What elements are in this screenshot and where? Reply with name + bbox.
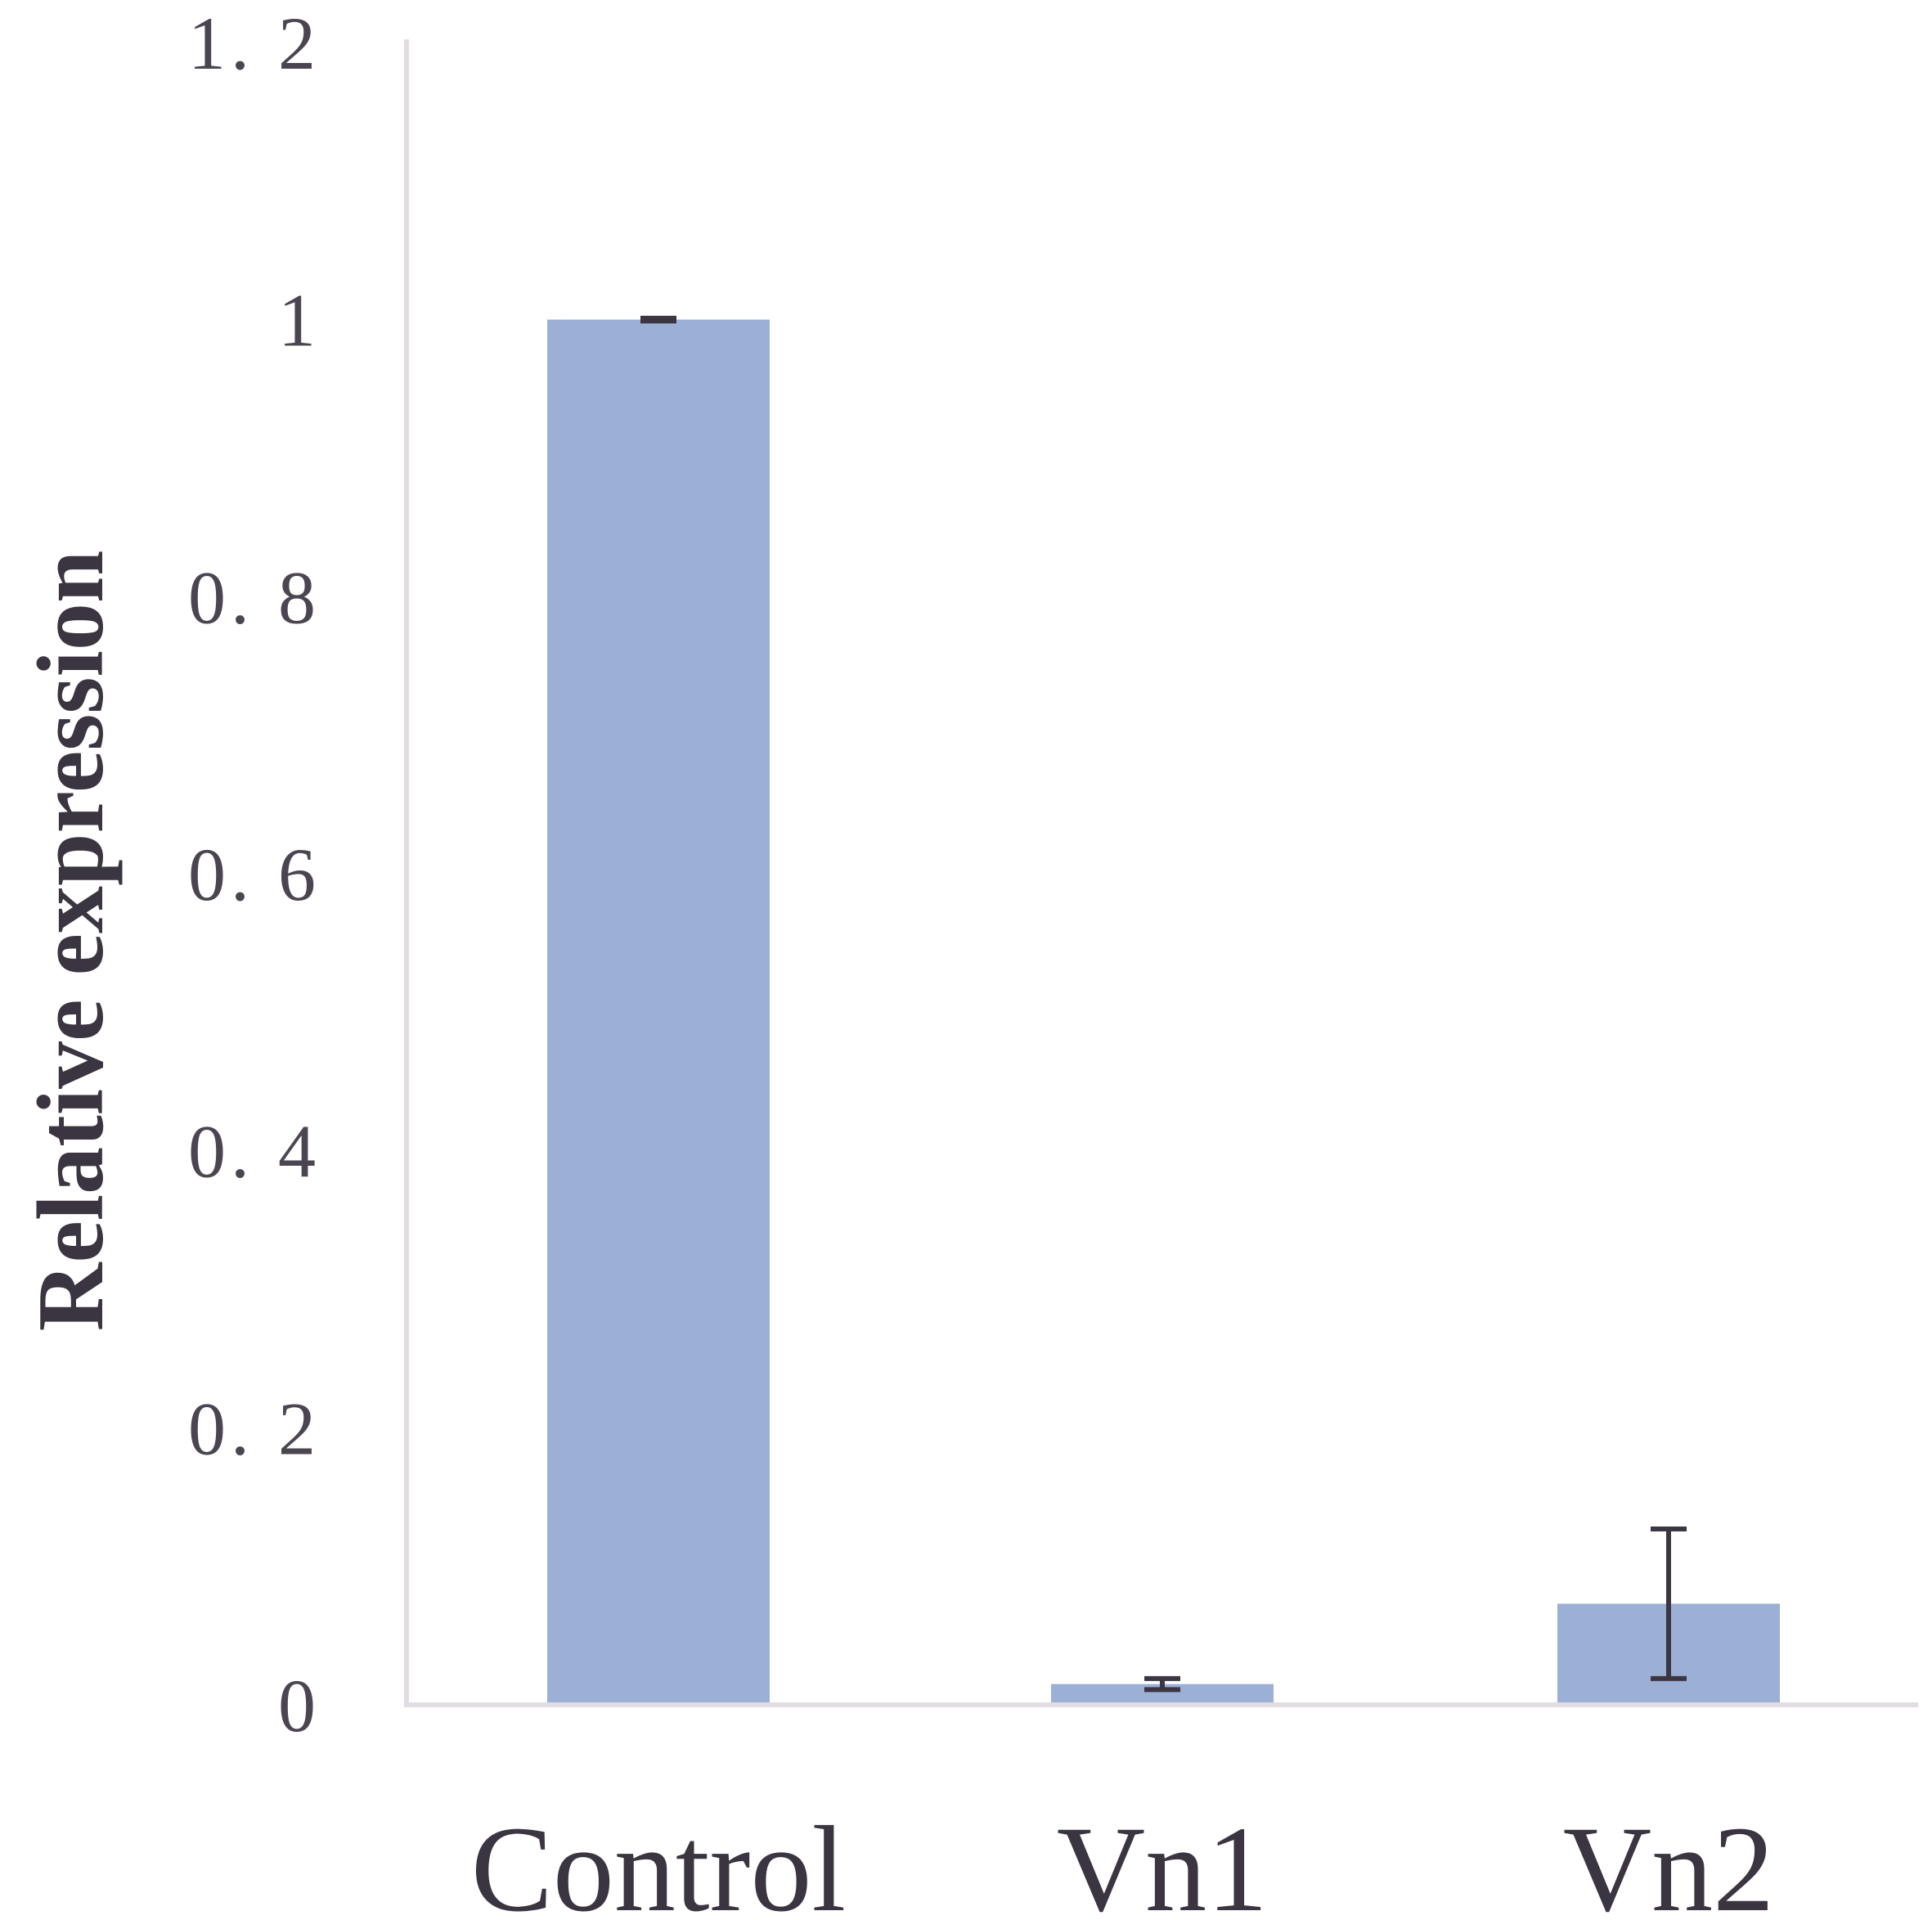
y-tick-label: 0. 6: [188, 833, 321, 916]
bar-control: [547, 319, 770, 1706]
y-tick-label: 0: [278, 1664, 321, 1747]
y-tick-label: 0. 2: [188, 1387, 321, 1470]
x-tick-label-vn2: Vn2: [1563, 1801, 1774, 1920]
x-tick-labels-group: Control Vn1 Vn2: [471, 1801, 1774, 1920]
y-axis-label: Relative expression: [19, 551, 124, 1332]
error-bars-group: [640, 315, 1687, 1693]
y-tick-label: 0. 8: [188, 555, 321, 639]
y-tick-labels-group: 0 0. 2 0. 4 0. 6 0. 8 1 1. 2: [188, 2, 321, 1747]
y-tick-label: 0. 4: [188, 1110, 321, 1194]
x-tick-label-vn1: Vn1: [1057, 1801, 1268, 1920]
bars-group: [547, 319, 1780, 1706]
y-tick-label: 1. 2: [188, 2, 321, 85]
y-axis-label-group: Relative expression: [19, 551, 124, 1332]
y-tick-label: 1: [278, 279, 321, 362]
axes-group: [404, 39, 1918, 1707]
x-tick-label-control: Control: [471, 1801, 846, 1920]
